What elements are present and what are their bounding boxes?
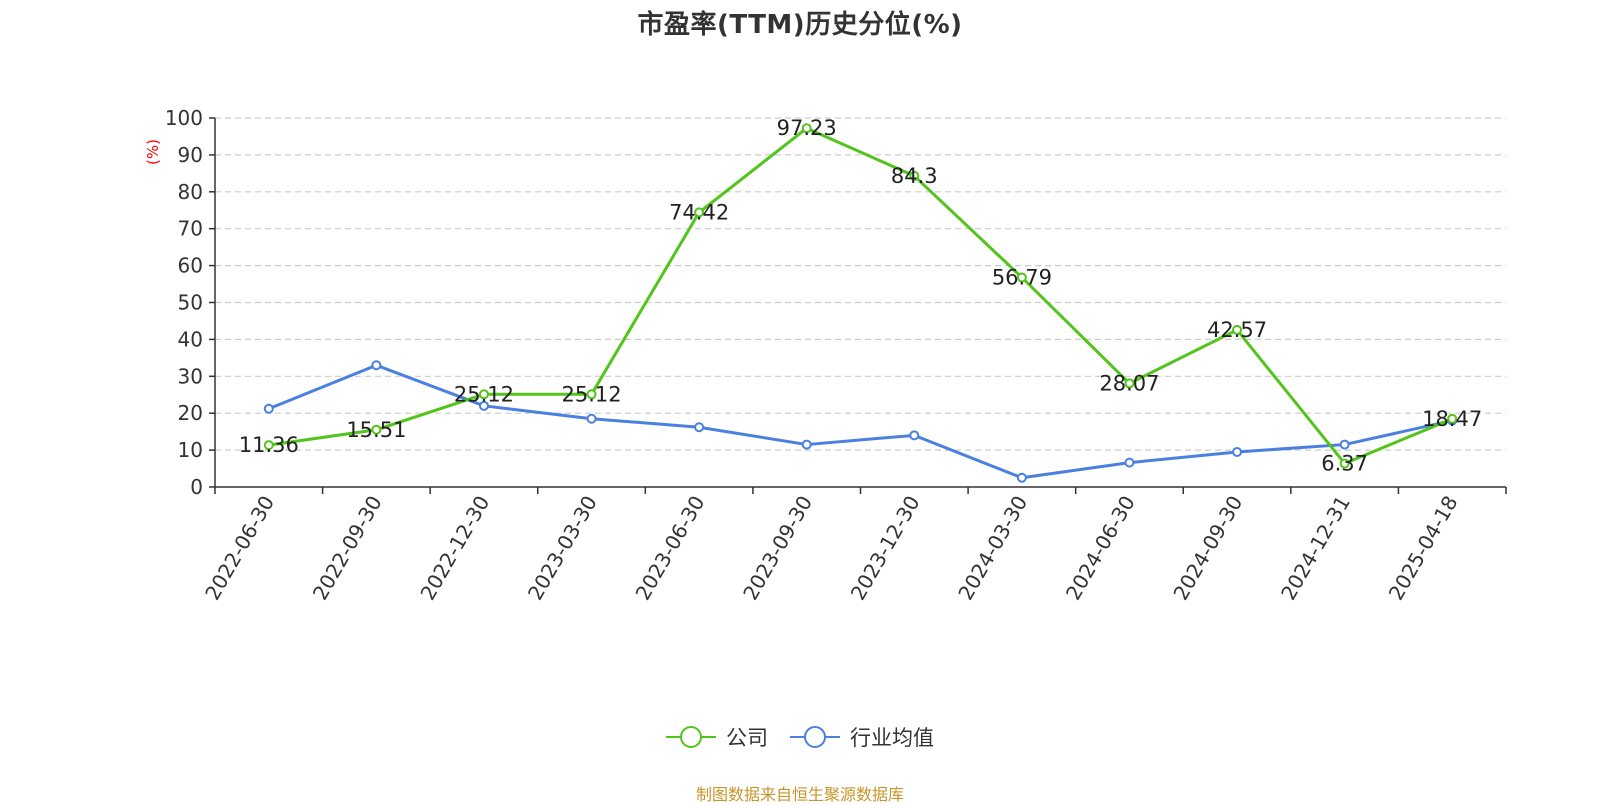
x-tick-label: 2022-09-30 (308, 492, 387, 605)
data-label-company: 6.37 (1321, 451, 1368, 475)
data-label-company: 56.79 (992, 265, 1052, 289)
x-tick-label: 2023-03-30 (523, 492, 602, 605)
data-point-company[interactable] (694, 207, 705, 218)
data-label-company: 18.47 (1422, 407, 1482, 431)
x-tick-label: 2024-09-30 (1168, 492, 1247, 605)
x-tick-label: 2022-12-30 (415, 492, 494, 605)
chart-title: 市盈率(TTM)历史分位(%) (637, 10, 963, 40)
data-point-industry[interactable] (801, 439, 812, 450)
data-label-company: 84.3 (891, 164, 938, 188)
x-tick-label: 2024-12-31 (1276, 492, 1355, 605)
y-tick-label: 30 (178, 364, 203, 388)
data-point-industry[interactable] (586, 413, 597, 424)
legend-industry-marker (804, 726, 826, 748)
grid-lines (215, 117, 1506, 451)
data-point-company[interactable] (909, 170, 920, 181)
x-tick-label: 2025-04-18 (1384, 492, 1463, 605)
y-tick-label: 20 (178, 401, 203, 425)
data-point-company[interactable] (478, 389, 489, 400)
y-tick-label: 60 (178, 254, 203, 278)
legend-item-company[interactable]: 公司 (666, 722, 768, 752)
axes: 0 10 20 30 40 50 60 70 80 90 100(%) 2022-06-30 2022-… (144, 106, 1507, 605)
data-point-industry[interactable] (909, 430, 920, 441)
data-point-industry[interactable] (478, 400, 489, 411)
x-tick-label: 2023-06-30 (631, 492, 710, 605)
y-axis-unit-label: (%) (144, 139, 162, 165)
x-tick-label: 2022-06-30 (200, 492, 279, 605)
legend-industry-icon (790, 726, 840, 748)
data-point-industry[interactable] (1339, 439, 1350, 450)
series-lines (263, 123, 1458, 483)
x-tick-label: 2024-06-30 (1061, 492, 1140, 605)
legend-company-marker (680, 726, 702, 748)
data-point-industry[interactable] (263, 403, 274, 414)
y-tick-label: 40 (178, 327, 203, 351)
y-tick-label: 10 (178, 438, 203, 462)
data-point-industry[interactable] (371, 360, 382, 371)
series-line-company (268, 126, 1453, 465)
data-labels: 11.36 15.51 25.12 25.12 74.42 97.23 84.3 56.79 2… (239, 116, 1483, 475)
data-label-company: 42.57 (1207, 318, 1267, 342)
data-point-industry[interactable] (694, 422, 705, 433)
data-label-company: 11.36 (239, 433, 299, 457)
series-line-industry (268, 363, 1453, 480)
data-point-company[interactable] (1232, 324, 1243, 335)
data-point-company[interactable] (586, 389, 597, 400)
source-note: 制图数据来自恒生聚源数据库 (695, 785, 904, 804)
data-label-company: 25.12 (454, 382, 514, 406)
data-point-industry[interactable] (1016, 472, 1027, 483)
data-point-company[interactable] (1447, 413, 1458, 424)
data-point-company[interactable] (371, 424, 382, 435)
legend: 公司 行业均值 (0, 722, 1600, 752)
y-tick-label: 100 (165, 106, 203, 130)
data-point-company[interactable] (263, 440, 274, 451)
data-point-company[interactable] (1339, 458, 1350, 469)
data-point-industry[interactable] (1124, 457, 1135, 468)
y-tick-label: 70 (178, 217, 203, 241)
y-tick-label: 80 (178, 180, 203, 204)
legend-item-industry[interactable]: 行业均值 (790, 722, 934, 752)
y-tick-label: 90 (178, 143, 203, 167)
data-label-company: 97.23 (777, 116, 837, 140)
x-tick-label: 2024-03-30 (953, 492, 1032, 605)
x-tick-label: 2023-12-30 (846, 492, 925, 605)
data-label-company: 74.42 (669, 200, 729, 224)
x-tick-label: 2023-09-30 (738, 492, 817, 605)
legend-company-icon (666, 726, 716, 748)
legend-company-label: 公司 (726, 726, 768, 750)
data-point-company[interactable] (1124, 378, 1135, 389)
y-tick-label: 0 (190, 475, 203, 499)
data-point-company[interactable] (1016, 272, 1027, 283)
legend-industry-label: 行业均值 (850, 726, 934, 750)
data-label-company: 15.51 (346, 418, 406, 442)
data-point-company[interactable] (801, 123, 812, 134)
y-tick-label: 50 (178, 291, 203, 315)
data-point-industry[interactable] (1232, 446, 1243, 457)
data-label-company: 25.12 (561, 382, 621, 406)
data-label-company: 28.07 (1099, 371, 1159, 395)
